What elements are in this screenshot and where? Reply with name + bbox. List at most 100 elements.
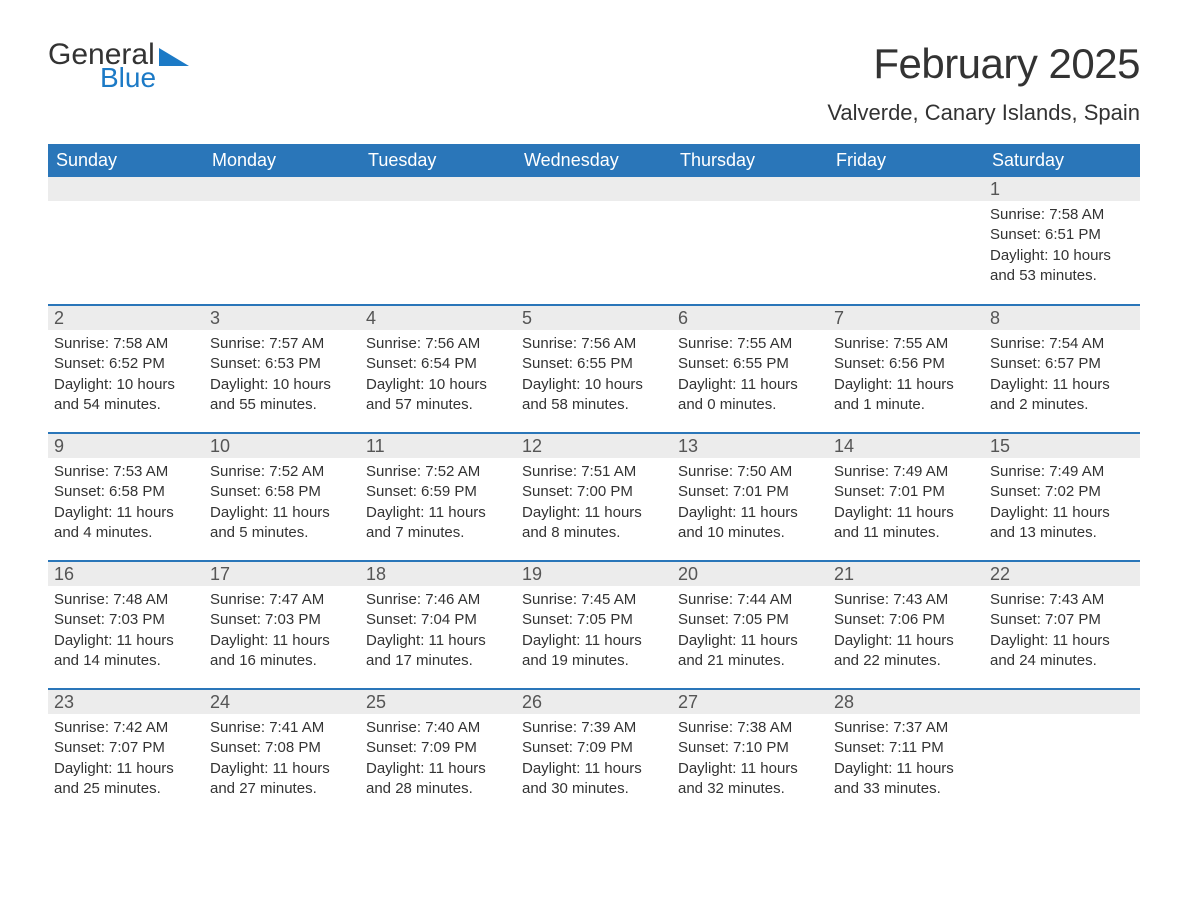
day-cell: 4Sunrise: 7:56 AMSunset: 6:54 PMDaylight… [360, 305, 516, 433]
day-number: 9 [48, 434, 204, 458]
day-number [360, 177, 516, 201]
day-header: Sunday [48, 144, 204, 177]
day-cell: 9Sunrise: 7:53 AMSunset: 6:58 PMDaylight… [48, 433, 204, 561]
day-number [48, 177, 204, 201]
sunset-text: Sunset: 7:08 PM [210, 738, 354, 758]
day-cell: 19Sunrise: 7:45 AMSunset: 7:05 PMDayligh… [516, 561, 672, 689]
day-details [204, 201, 360, 215]
day-cell [204, 177, 360, 305]
daylight-text: Daylight: 11 hours and 33 minutes. [834, 759, 978, 800]
sunset-text: Sunset: 7:09 PM [522, 738, 666, 758]
day-details: Sunrise: 7:43 AMSunset: 7:07 PMDaylight:… [984, 586, 1140, 681]
day-number: 13 [672, 434, 828, 458]
day-details [360, 201, 516, 215]
day-details: Sunrise: 7:47 AMSunset: 7:03 PMDaylight:… [204, 586, 360, 681]
sunrise-text: Sunrise: 7:45 AM [522, 590, 666, 610]
sunrise-text: Sunrise: 7:55 AM [834, 334, 978, 354]
day-cell: 10Sunrise: 7:52 AMSunset: 6:58 PMDayligh… [204, 433, 360, 561]
day-number [516, 177, 672, 201]
day-details: Sunrise: 7:44 AMSunset: 7:05 PMDaylight:… [672, 586, 828, 681]
day-details: Sunrise: 7:51 AMSunset: 7:00 PMDaylight:… [516, 458, 672, 553]
day-details: Sunrise: 7:52 AMSunset: 6:59 PMDaylight:… [360, 458, 516, 553]
day-cell [360, 177, 516, 305]
day-details [828, 201, 984, 215]
day-number: 7 [828, 306, 984, 330]
sunrise-text: Sunrise: 7:55 AM [678, 334, 822, 354]
daylight-text: Daylight: 11 hours and 13 minutes. [990, 503, 1134, 544]
day-details: Sunrise: 7:52 AMSunset: 6:58 PMDaylight:… [204, 458, 360, 553]
day-details: Sunrise: 7:55 AMSunset: 6:56 PMDaylight:… [828, 330, 984, 425]
daylight-text: Daylight: 11 hours and 16 minutes. [210, 631, 354, 672]
day-number: 2 [48, 306, 204, 330]
sunrise-text: Sunrise: 7:50 AM [678, 462, 822, 482]
day-number: 12 [516, 434, 672, 458]
day-details: Sunrise: 7:57 AMSunset: 6:53 PMDaylight:… [204, 330, 360, 425]
month-title: February 2025 [827, 40, 1140, 88]
day-cell: 14Sunrise: 7:49 AMSunset: 7:01 PMDayligh… [828, 433, 984, 561]
day-cell: 1Sunrise: 7:58 AMSunset: 6:51 PMDaylight… [984, 177, 1140, 305]
day-cell: 2Sunrise: 7:58 AMSunset: 6:52 PMDaylight… [48, 305, 204, 433]
day-number: 1 [984, 177, 1140, 201]
sunrise-text: Sunrise: 7:49 AM [834, 462, 978, 482]
daylight-text: Daylight: 10 hours and 54 minutes. [54, 375, 198, 416]
day-details: Sunrise: 7:49 AMSunset: 7:01 PMDaylight:… [828, 458, 984, 553]
day-header: Tuesday [360, 144, 516, 177]
daylight-text: Daylight: 11 hours and 22 minutes. [834, 631, 978, 672]
day-cell [984, 689, 1140, 817]
sunset-text: Sunset: 7:07 PM [54, 738, 198, 758]
day-details: Sunrise: 7:41 AMSunset: 7:08 PMDaylight:… [204, 714, 360, 809]
sunrise-text: Sunrise: 7:56 AM [366, 334, 510, 354]
sunset-text: Sunset: 7:06 PM [834, 610, 978, 630]
sunset-text: Sunset: 6:51 PM [990, 225, 1134, 245]
day-cell: 21Sunrise: 7:43 AMSunset: 7:06 PMDayligh… [828, 561, 984, 689]
day-cell: 17Sunrise: 7:47 AMSunset: 7:03 PMDayligh… [204, 561, 360, 689]
day-details: Sunrise: 7:39 AMSunset: 7:09 PMDaylight:… [516, 714, 672, 809]
sunrise-text: Sunrise: 7:42 AM [54, 718, 198, 738]
day-number: 6 [672, 306, 828, 330]
daylight-text: Daylight: 11 hours and 19 minutes. [522, 631, 666, 672]
sunset-text: Sunset: 7:05 PM [678, 610, 822, 630]
sunrise-text: Sunrise: 7:37 AM [834, 718, 978, 738]
day-cell [828, 177, 984, 305]
sunset-text: Sunset: 7:01 PM [834, 482, 978, 502]
sunrise-text: Sunrise: 7:48 AM [54, 590, 198, 610]
calendar-body: 1Sunrise: 7:58 AMSunset: 6:51 PMDaylight… [48, 177, 1140, 817]
sunset-text: Sunset: 7:09 PM [366, 738, 510, 758]
day-cell: 28Sunrise: 7:37 AMSunset: 7:11 PMDayligh… [828, 689, 984, 817]
sunset-text: Sunset: 6:53 PM [210, 354, 354, 374]
sunset-text: Sunset: 7:04 PM [366, 610, 510, 630]
sunrise-text: Sunrise: 7:51 AM [522, 462, 666, 482]
day-header: Friday [828, 144, 984, 177]
logo-text-blue: Blue [100, 64, 189, 92]
daylight-text: Daylight: 11 hours and 30 minutes. [522, 759, 666, 800]
sunrise-text: Sunrise: 7:41 AM [210, 718, 354, 738]
daylight-text: Daylight: 11 hours and 17 minutes. [366, 631, 510, 672]
day-number: 8 [984, 306, 1140, 330]
day-number: 11 [360, 434, 516, 458]
day-number: 4 [360, 306, 516, 330]
sunrise-text: Sunrise: 7:38 AM [678, 718, 822, 738]
day-cell: 12Sunrise: 7:51 AMSunset: 7:00 PMDayligh… [516, 433, 672, 561]
sunset-text: Sunset: 7:07 PM [990, 610, 1134, 630]
day-number [204, 177, 360, 201]
daylight-text: Daylight: 10 hours and 55 minutes. [210, 375, 354, 416]
sunset-text: Sunset: 6:52 PM [54, 354, 198, 374]
day-details: Sunrise: 7:46 AMSunset: 7:04 PMDaylight:… [360, 586, 516, 681]
day-cell [516, 177, 672, 305]
day-number: 16 [48, 562, 204, 586]
daylight-text: Daylight: 11 hours and 27 minutes. [210, 759, 354, 800]
day-number: 24 [204, 690, 360, 714]
sunrise-text: Sunrise: 7:43 AM [990, 590, 1134, 610]
day-details: Sunrise: 7:48 AMSunset: 7:03 PMDaylight:… [48, 586, 204, 681]
day-details: Sunrise: 7:37 AMSunset: 7:11 PMDaylight:… [828, 714, 984, 809]
daylight-text: Daylight: 11 hours and 24 minutes. [990, 631, 1134, 672]
day-header: Wednesday [516, 144, 672, 177]
daylight-text: Daylight: 10 hours and 53 minutes. [990, 246, 1134, 287]
daylight-text: Daylight: 11 hours and 28 minutes. [366, 759, 510, 800]
daylight-text: Daylight: 11 hours and 32 minutes. [678, 759, 822, 800]
sunrise-text: Sunrise: 7:47 AM [210, 590, 354, 610]
sunset-text: Sunset: 6:59 PM [366, 482, 510, 502]
day-number: 17 [204, 562, 360, 586]
sunset-text: Sunset: 6:54 PM [366, 354, 510, 374]
sunrise-text: Sunrise: 7:56 AM [522, 334, 666, 354]
